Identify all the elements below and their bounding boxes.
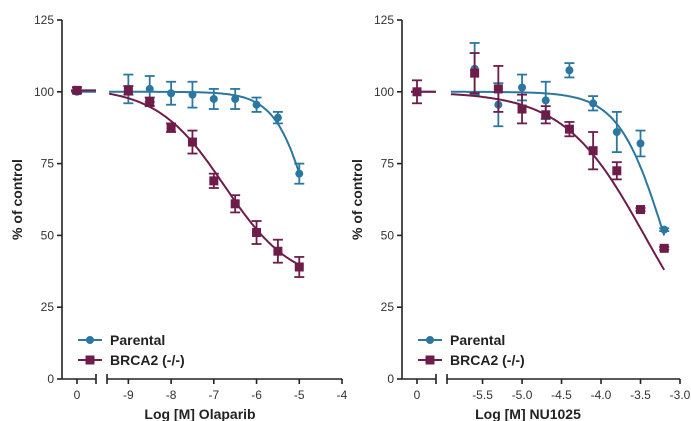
fit-curve [108,92,300,266]
y-tick-label: 125 [374,13,394,27]
data-point [166,123,176,133]
fit-curve [109,90,301,174]
legend-item: BRCA2 (-/-) [78,352,185,368]
data-point [167,89,176,98]
data-point [209,176,219,186]
data-point [231,94,240,103]
y-tick-label: 25 [41,300,55,314]
x-tick-label: -7 [208,388,219,402]
data-point [145,97,155,107]
data-point [518,83,527,92]
series-brca2 [71,85,305,278]
y-tick-label: 50 [381,228,395,242]
x-tick-label: -3.0 [670,388,691,402]
data-point [188,90,197,99]
legend-marker [426,336,434,344]
y-tick-label: 0 [387,372,394,386]
x-axis-label: Log [M] Olaparib [144,406,255,421]
data-point [72,85,82,95]
data-point [209,94,218,103]
data-point [493,84,503,94]
x-tick-label: 0 [414,388,421,402]
y-axis-label: % of control [349,159,365,240]
legend-marker [85,355,95,365]
data-point [412,87,422,97]
legend-marker [86,336,94,344]
legend-label: Parental [110,332,165,348]
data-point [273,246,283,256]
data-point [252,228,262,238]
x-axis-label: Log [M] NU1025 [475,406,581,421]
x-tick-label: -5.5 [472,388,493,402]
data-point [252,100,261,109]
legend-label: Parental [450,332,505,348]
fit-curve [450,90,666,236]
y-tick-label: 25 [381,300,395,314]
data-point [187,137,197,147]
x-tick-label: -4 [337,388,348,402]
series-brca2 [411,52,670,271]
data-point [636,139,645,148]
data-point [123,85,133,95]
legend-item: Parental [418,332,505,348]
data-point [470,68,480,78]
data-point [588,146,598,156]
fit-curve [450,93,666,271]
data-point [294,262,304,272]
legend-item: Parental [78,332,165,348]
x-tick-label: -3.5 [630,388,651,402]
data-point [636,205,646,215]
data-point [145,84,154,93]
x-tick-label: -6 [251,388,262,402]
y-tick-label: 0 [47,372,54,386]
data-point [541,110,551,120]
data-point [517,104,527,114]
legend-label: BRCA2 (-/-) [110,352,185,368]
data-point [564,124,574,134]
data-point [612,166,622,176]
x-tick-label: -8 [166,388,177,402]
series-parental [71,73,305,185]
legend-item: BRCA2 (-/-) [418,352,525,368]
y-tick-label: 75 [381,157,395,171]
legend-label: BRCA2 (-/-) [450,352,525,368]
chart-panel-1: 0 25 50 75 100 125 0 -9 -8 -7 -6 -5 -4 % of control Lo… [9,13,348,421]
y-tick-label: 75 [41,157,55,171]
x-tick-label: 0 [74,388,81,402]
data-point [565,66,574,75]
x-tick-label: -9 [123,388,134,402]
x-tick-label: -4.0 [591,388,612,402]
data-point [273,113,282,122]
y-tick-label: 125 [34,13,54,27]
chart-panel-2: 0 25 50 75 100 125 0 -5.5 -5.0 -4.5 -4.0 -3.5 -3.0 % … [349,13,691,421]
y-tick-label: 50 [41,228,55,242]
x-tick-label: -5.0 [512,388,533,402]
data-point [295,169,304,178]
data-point [541,96,550,105]
data-point [660,225,669,234]
y-tick-label: 100 [374,85,394,99]
y-axis-label: % of control [9,159,25,240]
data-point [659,243,669,253]
data-point [612,128,621,137]
y-tick-label: 100 [34,85,54,99]
x-tick-label: -5 [294,388,305,402]
series-parental [411,42,670,236]
data-point [230,199,240,209]
x-tick-label: -4.5 [551,388,572,402]
data-point [589,99,598,108]
legend-marker [425,355,435,365]
